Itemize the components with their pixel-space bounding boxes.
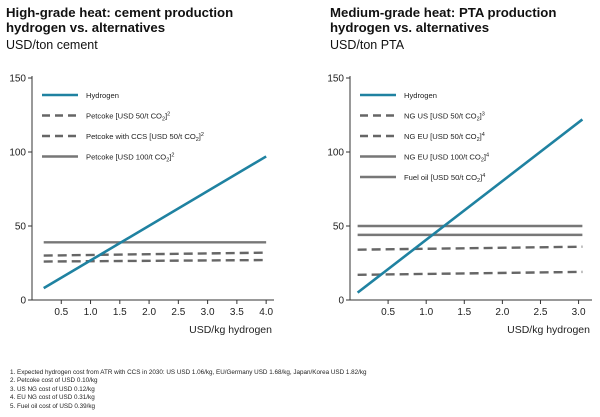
chart-title-line-1: Medium-grade heat: PTA production <box>330 5 557 20</box>
footnote: 3. US NG cost of USD 0.12/kg <box>10 385 95 393</box>
legend-label: NG US [USD 50/t CO2]3 <box>404 112 485 123</box>
legend-label: Petcoke [USD 50/t CO2]2 <box>86 112 170 123</box>
y-tick-label: 0 <box>20 296 26 307</box>
x-tick-label: 1.0 <box>419 307 433 318</box>
x-tick-label: 0.5 <box>381 307 395 318</box>
legend-label: Hydrogen <box>86 91 119 100</box>
footnote: 2. Petcoke cost of USD 0.10/kg <box>10 377 98 385</box>
y-tick-label: 150 <box>9 74 26 85</box>
y-tick-label: 150 <box>327 74 344 85</box>
chart-subtitle: USD/ton PTA <box>330 38 405 52</box>
chart-title-line-2: hydrogen vs. alternatives <box>6 20 166 35</box>
series-line <box>357 270 583 277</box>
cement-chart: 0 50 100 150 0.5 1.0 1.5 2.0 2.5 3.0 3.5 4.0 USD/kg … <box>9 74 274 336</box>
chart-panel-cement: High-grade heat: cement production hydro… <box>0 0 300 340</box>
x-axis-label: USD/kg hydrogen <box>189 324 272 336</box>
y-tick-label: 0 <box>338 296 344 307</box>
x-tick-label: 2.5 <box>534 307 548 318</box>
y-tick-label: 100 <box>327 148 344 159</box>
chart-title-line-2: hydrogen vs. alternatives <box>330 20 490 35</box>
y-tick-label: 50 <box>15 222 27 233</box>
x-tick-label: 3.5 <box>230 307 244 318</box>
x-tick-label: 3.0 <box>201 307 215 318</box>
series-line <box>43 258 267 263</box>
x-tick-label: 1.5 <box>113 307 127 318</box>
footnote: 5. Fuel oil cost of USD 0.39/kg <box>10 402 96 410</box>
legend-label: NG EU [USD 100/t CO2]4 <box>404 153 489 164</box>
chart-title: Medium-grade heat: PTA production hydrog… <box>330 5 600 35</box>
series-line <box>43 251 267 257</box>
legend-label: Hydrogen <box>404 91 437 100</box>
series-line <box>357 245 583 251</box>
x-tick-label: 2.5 <box>171 307 185 318</box>
x-tick-label: 0.5 <box>54 307 68 318</box>
legend-label: NG EU [USD 50/t CO2]4 <box>404 132 485 143</box>
footnote: 1. Expected hydrogen cost from ATR with … <box>10 369 367 376</box>
chart-title-line-1: High-grade heat: cement production <box>6 5 234 20</box>
x-tick-label: 4.0 <box>259 307 273 318</box>
y-tick-label: 100 <box>9 148 26 159</box>
x-tick-label: 1.0 <box>84 307 98 318</box>
y-tick-label: 50 <box>333 222 345 233</box>
chart-panel-pta: Medium-grade heat: PTA production hydrog… <box>300 0 600 340</box>
x-tick-label: 1.5 <box>457 307 471 318</box>
footnotes: 1. Expected hydrogen cost from ATR with … <box>10 369 367 411</box>
series-line <box>356 118 584 294</box>
x-tick-label: 2.0 <box>142 307 156 318</box>
x-tick-label: 2.0 <box>495 307 509 318</box>
legend-label: Fuel oil [USD 50/t CO2]4 <box>404 173 485 184</box>
x-axis-label: USD/kg hydrogen <box>507 324 590 336</box>
legend-label: Petcoke with CCS [USD 50/t CO2]2 <box>86 132 204 143</box>
legend-label: Petcoke [USD 100/t CO2]2 <box>86 153 174 164</box>
chart-subtitle: USD/ton cement <box>6 38 98 52</box>
footnote: 4. EU NG cost of USD 0.31/kg <box>10 394 95 402</box>
chart-title: High-grade heat: cement production hydro… <box>6 5 296 35</box>
x-tick-label: 3.0 <box>572 307 586 318</box>
pta-chart: 0 50 100 150 0.5 1.0 1.5 2.0 2.5 3.0 USD/kg hydrog… <box>327 74 592 336</box>
series-line <box>43 155 267 290</box>
